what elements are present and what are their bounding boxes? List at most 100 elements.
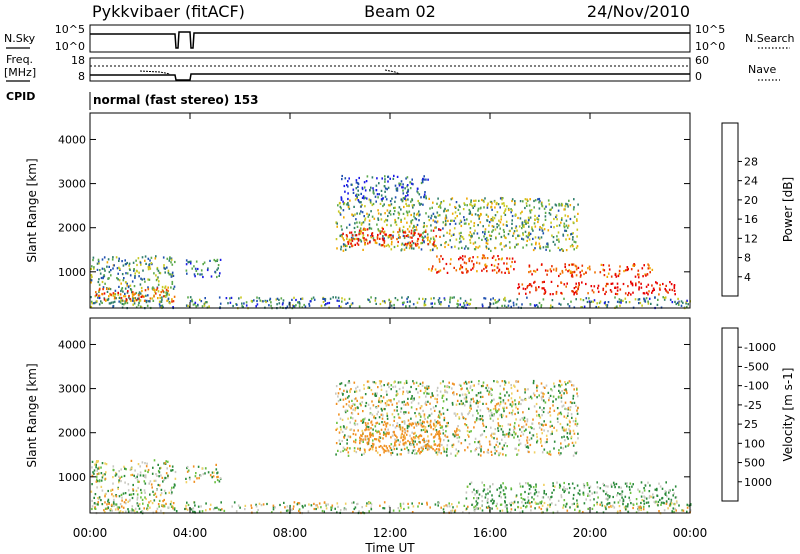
heatmap-cell <box>404 435 406 439</box>
heatmap-cell <box>160 466 162 469</box>
heatmap-cell <box>527 496 529 499</box>
heatmap-cell <box>626 268 629 272</box>
heatmap-cell <box>374 417 377 420</box>
heatmap-cell <box>120 480 122 483</box>
heatmap-cell <box>416 187 419 190</box>
heatmap-cell <box>630 282 633 285</box>
heatmap-cell <box>161 476 164 479</box>
heatmap-cell <box>129 274 132 277</box>
heatmap-cell <box>129 284 132 287</box>
heatmap-cell <box>498 258 500 261</box>
heatmap-cell <box>439 440 442 443</box>
heatmap-cell <box>450 234 453 237</box>
heatmap-cell <box>423 392 425 395</box>
heatmap-cell <box>164 462 166 465</box>
heatmap-cell <box>515 494 518 497</box>
heatmap-cell <box>608 506 610 509</box>
heatmap-cell <box>204 467 207 470</box>
heatmap-cell <box>385 198 388 201</box>
heatmap-cell <box>494 301 497 304</box>
heatmap-cell <box>448 381 450 384</box>
heatmap-cell <box>569 506 571 509</box>
heatmap-cell <box>466 303 469 306</box>
heatmap-cell <box>511 433 514 437</box>
heatmap-cell <box>330 506 332 509</box>
heatmap-cell <box>475 402 478 405</box>
heatmap-cell <box>385 435 387 438</box>
cpid-mode: normal (fast stereo) 153 <box>93 93 259 107</box>
heatmap-cell <box>424 235 426 238</box>
heatmap-cell <box>415 423 417 426</box>
heatmap-cell <box>473 222 476 225</box>
heatmap-cell <box>389 209 392 213</box>
heatmap-cell <box>406 297 408 300</box>
heatmap-cell <box>674 503 676 506</box>
heatmap-cell <box>496 409 499 412</box>
heatmap-cell <box>366 502 368 505</box>
heatmap-cell <box>396 392 399 395</box>
heatmap-cell <box>597 496 599 499</box>
heatmap-cell <box>630 502 632 505</box>
heatmap-cell <box>367 234 369 237</box>
heatmap-cell <box>425 445 427 448</box>
heatmap-cell <box>403 382 406 385</box>
heatmap-cell <box>438 260 441 263</box>
heatmap-cell <box>563 222 566 225</box>
heatmap-cell <box>532 486 535 489</box>
heatmap-cell <box>421 384 424 387</box>
heatmap-cell <box>205 502 207 505</box>
heatmap-cell <box>510 487 512 490</box>
heatmap-cell <box>504 486 507 489</box>
heatmap-cell <box>535 402 538 406</box>
heatmap-cell <box>207 471 210 474</box>
heatmap-cell <box>503 380 506 383</box>
heatmap-cell <box>477 418 480 421</box>
heatmap-cell <box>651 284 653 287</box>
heatmap-cell <box>423 421 425 424</box>
heatmap-cell <box>219 477 222 480</box>
heatmap-cell <box>403 231 405 234</box>
heatmap-cell <box>525 202 528 205</box>
heatmap-cell <box>483 200 485 203</box>
heatmap-cell <box>565 388 567 391</box>
heatmap-cell <box>397 211 400 214</box>
heatmap-cell <box>352 191 355 194</box>
heatmap-cell <box>147 288 150 291</box>
heatmap-cell <box>113 264 115 267</box>
heatmap-cell <box>377 196 379 199</box>
heatmap-cell <box>91 507 93 511</box>
heatmap-cell <box>421 239 424 242</box>
heatmap-cell <box>217 475 219 478</box>
heatmap-cell <box>368 510 370 513</box>
heatmap-cell <box>562 506 564 509</box>
heatmap-cell <box>363 237 365 240</box>
heatmap-cell <box>394 200 396 203</box>
heatmap-cell <box>514 508 516 511</box>
heatmap-cell <box>348 297 351 300</box>
heatmap-cell <box>396 298 399 302</box>
heatmap-cell <box>110 269 112 272</box>
colorbar-tick-label: 8 <box>744 252 751 265</box>
heatmap-cell <box>391 403 394 406</box>
heatmap-cell <box>165 295 167 298</box>
heatmap-cell <box>575 265 578 268</box>
heatmap-cell <box>382 227 384 231</box>
heatmap-cell <box>485 266 487 269</box>
heatmap-cell <box>124 292 126 295</box>
heatmap-cell <box>377 228 379 231</box>
heatmap-cell <box>170 500 173 503</box>
heatmap-cell <box>406 390 408 393</box>
heatmap-cell <box>301 297 304 300</box>
heatmap-cell <box>452 443 455 446</box>
heatmap-cell <box>617 492 619 495</box>
heatmap-cell <box>462 511 464 514</box>
heatmap-cell <box>520 493 523 496</box>
heatmap-cell <box>190 260 192 263</box>
heatmap-cell <box>479 434 482 437</box>
heatmap-cell <box>463 397 466 400</box>
heatmap-cell <box>368 223 371 226</box>
heatmap-cell <box>295 304 297 307</box>
heatmap-cell <box>393 416 396 419</box>
heatmap-cell <box>621 490 624 493</box>
heatmap-cell <box>669 504 672 507</box>
